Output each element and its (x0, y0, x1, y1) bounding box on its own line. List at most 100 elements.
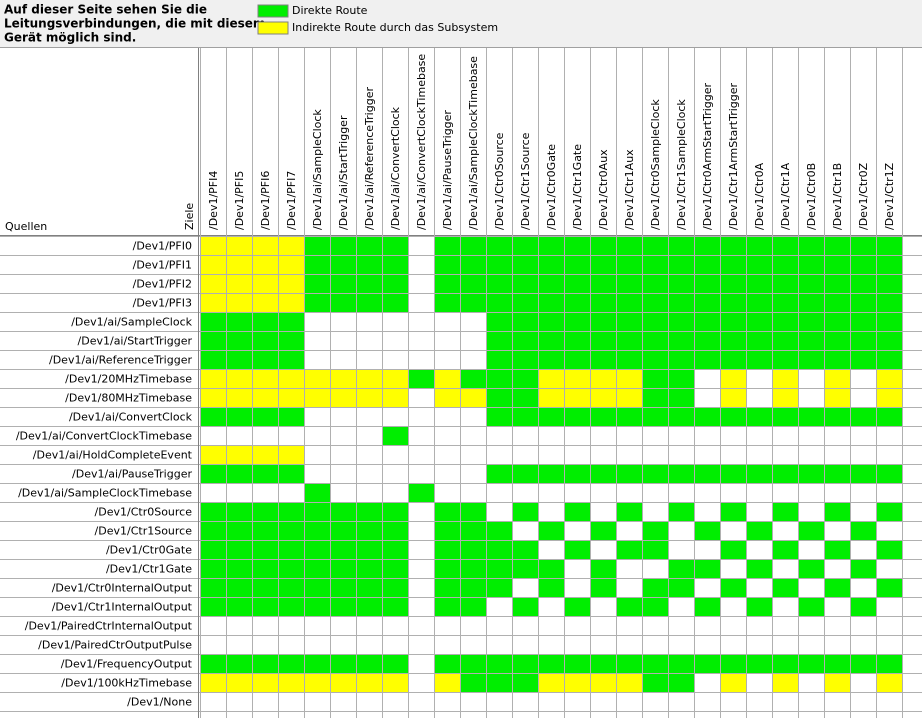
route-cell (642, 369, 668, 388)
route-cell (720, 407, 746, 426)
route-cell (616, 369, 642, 388)
route-cell (668, 559, 694, 578)
column-label: /Dev1/Ctr1Z (883, 162, 896, 230)
route-cell (200, 673, 226, 692)
route-cell (772, 331, 798, 350)
route-cell (564, 369, 590, 388)
row-label: /Dev1/ai/ConvertClock (69, 411, 193, 424)
route-cell (278, 464, 304, 483)
route-cell (304, 540, 330, 559)
route-cell (824, 350, 850, 369)
route-cell (720, 255, 746, 274)
row-label: /Dev1/20MHzTimebase (65, 373, 192, 386)
route-cell (486, 255, 512, 274)
route-cell (434, 236, 460, 255)
route-cell (798, 255, 824, 274)
route-cell (798, 597, 824, 616)
route-cell (538, 350, 564, 369)
route-cell (460, 236, 486, 255)
route-cell (642, 293, 668, 312)
route-cell (226, 502, 252, 521)
route-cell (824, 464, 850, 483)
route-cell (564, 464, 590, 483)
route-cell (460, 578, 486, 597)
route-cell (564, 236, 590, 255)
route-cell (434, 502, 460, 521)
route-cell (382, 673, 408, 692)
column-label: /Dev1/ai/ConvertClock (389, 106, 402, 230)
route-cell (304, 236, 330, 255)
route-cell (876, 464, 902, 483)
route-cell (200, 350, 226, 369)
route-cell (226, 388, 252, 407)
route-cell (772, 673, 798, 692)
route-cell (798, 407, 824, 426)
row-label: /Dev1/PFI0 (133, 240, 192, 253)
row-header: Quellen (5, 220, 47, 233)
route-cell (616, 350, 642, 369)
route-cell (486, 654, 512, 673)
route-cell (512, 407, 538, 426)
column-label: /Dev1/Ctr1A (779, 162, 792, 230)
route-cell (668, 236, 694, 255)
route-cell (694, 331, 720, 350)
route-cell (772, 312, 798, 331)
row-label: /Dev1/ai/SampleClockTimebase (18, 487, 192, 500)
route-cell (538, 559, 564, 578)
route-cell (460, 597, 486, 616)
route-cell (278, 578, 304, 597)
route-cell (538, 369, 564, 388)
route-cell (642, 654, 668, 673)
route-cell (798, 350, 824, 369)
route-cell (226, 464, 252, 483)
route-cell (538, 464, 564, 483)
column-label: /Dev1/ai/PauseTrigger (441, 110, 454, 230)
route-cell (720, 673, 746, 692)
route-cell (798, 293, 824, 312)
route-cell (434, 274, 460, 293)
route-cell (200, 521, 226, 540)
route-cell (200, 255, 226, 274)
route-cell (278, 236, 304, 255)
route-cell (356, 236, 382, 255)
route-cell (694, 559, 720, 578)
route-cell (382, 255, 408, 274)
route-cell (850, 312, 876, 331)
route-cell (278, 350, 304, 369)
route-cell (356, 521, 382, 540)
route-cell (408, 369, 434, 388)
route-cell (772, 407, 798, 426)
route-cell (850, 350, 876, 369)
route-cell (304, 654, 330, 673)
route-cell (876, 407, 902, 426)
route-cell (200, 578, 226, 597)
route-cell (616, 673, 642, 692)
route-cell (486, 331, 512, 350)
route-cell (304, 502, 330, 521)
route-cell (850, 293, 876, 312)
route-cell (200, 502, 226, 521)
route-cell (486, 236, 512, 255)
row-label: /Dev1/Ctr0Gate (106, 544, 192, 557)
legend-swatch (257, 4, 289, 18)
column-label: /Dev1/Ctr0Gate (545, 144, 558, 230)
route-cell (668, 331, 694, 350)
route-cell (824, 274, 850, 293)
route-cell (746, 236, 772, 255)
route-cell (460, 559, 486, 578)
row-label: /Dev1/PFI2 (133, 278, 192, 291)
route-cell (486, 274, 512, 293)
route-cell (200, 388, 226, 407)
route-cell (512, 350, 538, 369)
route-cell (694, 236, 720, 255)
route-cell (226, 559, 252, 578)
route-cell (590, 654, 616, 673)
route-cell (642, 255, 668, 274)
route-cell (434, 597, 460, 616)
route-cell (434, 540, 460, 559)
route-cell (512, 293, 538, 312)
route-cell (226, 673, 252, 692)
route-cell (616, 255, 642, 274)
column-label: /Dev1/Ctr0Aux (597, 149, 610, 230)
